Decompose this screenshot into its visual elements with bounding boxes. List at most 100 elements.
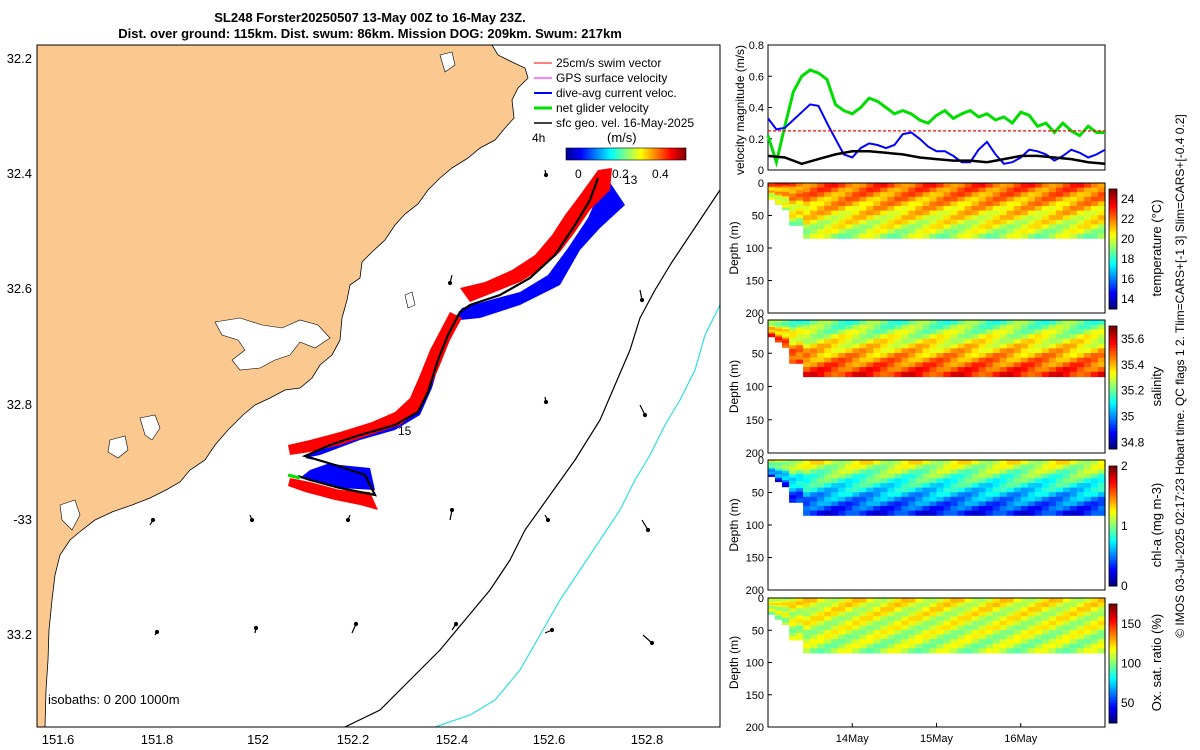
heatmap-cell — [887, 496, 895, 502]
heatmap-cell — [1041, 478, 1050, 484]
heatmap-cell — [929, 371, 938, 378]
heatmap-cell — [1041, 464, 1050, 470]
heatmap-cell — [971, 334, 980, 340]
legend-label-swim-vector: 25cm/s swim vector — [556, 56, 661, 70]
heatmap-cell — [978, 648, 987, 654]
heatmap-cell — [1098, 320, 1106, 326]
heatmap-cell — [852, 334, 860, 340]
heatmap-cell — [810, 634, 818, 640]
heatmap-cell — [985, 620, 994, 626]
heatmap-cell — [1006, 343, 1015, 349]
heatmap-cell — [1062, 187, 1071, 193]
heatmap-cell — [1091, 487, 1099, 493]
heatmap-cell — [831, 460, 839, 466]
heatmap-cell — [1055, 625, 1064, 631]
heatmap-cell — [1062, 343, 1071, 349]
heatmap-cell — [1098, 620, 1106, 626]
colorbar-segment — [1109, 681, 1117, 685]
heatmap-cell — [936, 192, 945, 198]
heatmap-y-tick: 150 — [746, 553, 764, 565]
heatmap-cell — [1083, 625, 1092, 631]
colorbar-segment — [1109, 508, 1117, 512]
heatmap-cell — [887, 201, 895, 207]
heatmap-cell — [1069, 487, 1078, 493]
heatmap-cell — [1006, 367, 1015, 373]
heatmap-cell — [1034, 478, 1043, 484]
heatmap-cell — [922, 492, 931, 498]
heatmap-cell — [1091, 643, 1099, 649]
heatmap-cell — [789, 598, 797, 603]
heatmap-cell — [929, 233, 938, 239]
heatmap-cell — [922, 229, 931, 235]
heatmap-cell — [1034, 487, 1043, 493]
colorbar-segment — [1109, 219, 1117, 223]
heatmap-cell — [880, 210, 888, 216]
heatmap-cell — [908, 625, 916, 631]
heatmap-cell — [831, 362, 839, 368]
heatmap-cell — [908, 371, 916, 378]
heatmap-cell — [789, 601, 797, 606]
heatmap-cell — [796, 619, 804, 624]
heatmap-cell — [929, 367, 938, 373]
heatmap-cell — [1034, 625, 1043, 631]
heatmap-cell — [1062, 620, 1071, 626]
heatmap-cell — [1013, 607, 1022, 613]
heatmap-cell — [1069, 210, 1078, 216]
heatmap-cell — [803, 506, 811, 512]
heatmap-cell — [789, 495, 797, 500]
heatmap-cell — [922, 329, 931, 335]
colorbar-segment — [1109, 402, 1117, 407]
heatmap-cell — [915, 343, 923, 349]
heatmap-cell — [796, 330, 804, 335]
heatmap-cell — [873, 639, 881, 645]
colorbar-segment — [1109, 356, 1117, 361]
heatmap-cell — [901, 215, 909, 221]
heatmap-cell — [768, 326, 776, 329]
heatmap-cell — [1013, 206, 1022, 212]
heatmap-cell — [915, 215, 923, 221]
heatmap-cell — [824, 643, 832, 649]
colorbar-segment — [1109, 610, 1117, 614]
heatmap-cell — [1098, 643, 1106, 649]
heatmap-cell — [873, 496, 881, 502]
heatmap-cell — [1048, 611, 1057, 617]
heatmap-cell — [1098, 371, 1106, 378]
heatmap-cell — [880, 639, 888, 645]
heatmap-cell — [866, 496, 874, 502]
heatmap-cell — [1027, 320, 1036, 326]
heatmap-cell — [922, 338, 931, 345]
heatmap-cell — [936, 362, 945, 368]
heatmap-cell — [999, 210, 1008, 216]
heatmap-cell — [1034, 634, 1043, 640]
heatmap-cell — [845, 648, 853, 654]
heatmap-cell — [803, 229, 811, 235]
colorbar-segment — [1109, 294, 1117, 298]
heatmap-cell — [1013, 357, 1022, 363]
heatmap-cell — [796, 615, 804, 620]
heatmap-cell — [831, 464, 839, 470]
heatmap-cell — [845, 324, 853, 330]
heatmap-cell — [775, 479, 783, 483]
heatmap-cell — [1041, 224, 1050, 230]
heatmap-cell — [1020, 473, 1029, 479]
heatmap-cell — [957, 607, 966, 613]
heatmap-cell — [852, 367, 860, 373]
heatmap-cell — [838, 473, 846, 479]
heatmap-cell — [943, 196, 952, 202]
heatmap-cell — [943, 602, 952, 608]
heatmap-cell — [824, 616, 832, 622]
heatmap-cell — [929, 483, 938, 489]
heatmap-cell — [859, 510, 867, 516]
heatmap-cell — [915, 348, 923, 354]
heatmap-cell — [859, 598, 867, 604]
heatmap-cell — [887, 625, 895, 631]
heatmap-cell — [873, 201, 881, 207]
heatmap-cell — [789, 491, 797, 496]
heatmap-cell — [915, 634, 923, 640]
heatmap-cell — [1083, 639, 1092, 645]
heatmap-cell — [887, 367, 895, 373]
heatmap-cell — [1048, 233, 1057, 239]
heatmap-cell — [978, 611, 987, 617]
heatmap-cell — [803, 510, 811, 516]
